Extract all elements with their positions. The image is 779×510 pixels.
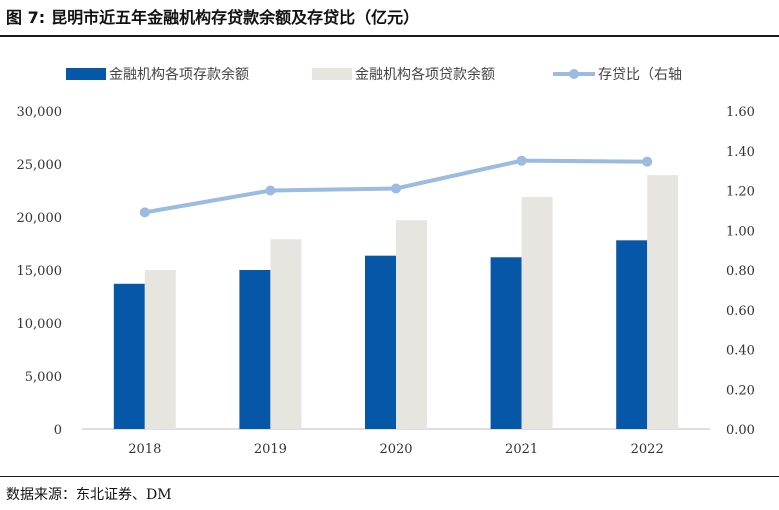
loan-bar bbox=[396, 220, 427, 429]
y-right-tick-label: 0.20 bbox=[726, 383, 755, 398]
legend-label-ratio: 存贷比（右轴 bbox=[598, 67, 682, 83]
ratio-point bbox=[642, 156, 653, 167]
y-left-tick-label: 20,000 bbox=[17, 211, 63, 226]
top-rule bbox=[0, 35, 779, 37]
ratio-line bbox=[139, 155, 653, 218]
x-tick-label: 2019 bbox=[254, 442, 287, 457]
y-right-tick-label: 0.60 bbox=[726, 304, 755, 319]
legend-label-loan: 金融机构各项贷款余额 bbox=[355, 66, 495, 83]
legend-swatch-deposit bbox=[66, 68, 106, 80]
y-right-tick-label: 1.40 bbox=[726, 145, 755, 160]
loan-bar bbox=[144, 270, 176, 429]
y-right-tick-label: 1.00 bbox=[726, 224, 755, 239]
ratio-point bbox=[265, 185, 276, 196]
y-left-tick-label: 15,000 bbox=[17, 264, 63, 279]
figure-title-text: 昆明市近五年金融机构存贷款余额及存贷比（亿元） bbox=[51, 8, 420, 27]
chart: 金融机构各项存款余额 金融机构各项贷款余额 存贷比（右轴 0 5,000 10,000 1… bbox=[17, 66, 755, 457]
y-right-tick-label: 1.20 bbox=[726, 185, 755, 200]
y-left-tick-label: 10,000 bbox=[17, 317, 63, 332]
deposit-bar bbox=[113, 283, 145, 429]
deposit-bar bbox=[239, 270, 271, 429]
y-left-tick-label: 5,000 bbox=[25, 370, 62, 385]
deposit-bar bbox=[365, 255, 396, 429]
bars bbox=[113, 175, 679, 429]
x-tick-label: 2018 bbox=[128, 442, 161, 457]
figure-number: 图 7: bbox=[6, 8, 46, 27]
source-note: 数据来源：东北证券、DM bbox=[6, 487, 172, 503]
y-left-tick-label: 30,000 bbox=[17, 105, 63, 120]
bottom-rule bbox=[0, 476, 779, 477]
y-right-tick-label: 0.40 bbox=[726, 344, 755, 359]
ratio-point bbox=[516, 155, 527, 166]
loan-bar bbox=[647, 175, 679, 429]
legend-marker-ratio bbox=[569, 69, 579, 79]
y-right-tick-label: 0.80 bbox=[726, 264, 755, 279]
ratio-point bbox=[139, 207, 150, 218]
y-right-tick-label: 0.00 bbox=[726, 423, 755, 438]
legend: 金融机构各项存款余额 金融机构各项贷款余额 存贷比（右轴 bbox=[66, 66, 682, 83]
deposit-bar bbox=[490, 257, 522, 429]
legend-label-deposit: 金融机构各项存款余额 bbox=[109, 66, 249, 83]
x-tick-label: 2021 bbox=[505, 442, 538, 457]
y-right-tick-label: 1.60 bbox=[726, 105, 755, 120]
ratio-point bbox=[391, 183, 401, 194]
loan-bar bbox=[270, 239, 302, 429]
x-tick-label: 2022 bbox=[631, 442, 664, 457]
figure-title: 图 7: 昆明市近五年金融机构存贷款余额及存贷比（亿元） bbox=[6, 4, 419, 28]
x-tick-label: 2020 bbox=[379, 442, 412, 457]
y-left-tick-label: 0 bbox=[54, 423, 62, 438]
legend-swatch-loan bbox=[312, 68, 352, 80]
y-left-tick-label: 25,000 bbox=[17, 158, 63, 173]
deposit-bar bbox=[616, 240, 648, 429]
loan-bar bbox=[521, 196, 553, 429]
